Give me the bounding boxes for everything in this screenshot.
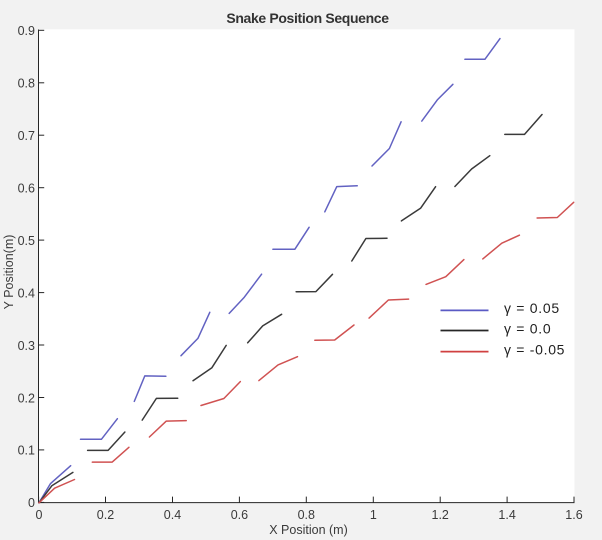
svg-text:γ = 0.0: γ = 0.0 <box>504 321 551 337</box>
svg-text:0.7: 0.7 <box>18 129 35 143</box>
svg-text:γ = -0.05: γ = -0.05 <box>504 342 565 358</box>
svg-text:0: 0 <box>36 508 43 522</box>
svg-text:X Position (m): X Position (m) <box>269 523 348 537</box>
svg-text:Y Position(m): Y Position(m) <box>2 235 16 310</box>
svg-text:0.6: 0.6 <box>18 182 35 196</box>
svg-text:0.9: 0.9 <box>18 24 35 38</box>
svg-text:0.6: 0.6 <box>231 508 248 522</box>
svg-text:γ = 0.05: γ = 0.05 <box>504 300 560 316</box>
svg-text:0.4: 0.4 <box>164 508 181 522</box>
svg-text:0.8: 0.8 <box>298 508 315 522</box>
svg-text:0.2: 0.2 <box>18 391 35 405</box>
svg-text:0.2: 0.2 <box>97 508 114 522</box>
svg-text:0.4: 0.4 <box>18 286 35 300</box>
svg-text:1: 1 <box>370 508 377 522</box>
svg-text:1.2: 1.2 <box>432 508 449 522</box>
svg-text:1.6: 1.6 <box>565 508 582 522</box>
svg-text:0.8: 0.8 <box>18 77 35 91</box>
svg-text:0.3: 0.3 <box>18 339 35 353</box>
svg-text:Snake Position Sequence: Snake Position Sequence <box>226 10 389 26</box>
svg-text:1.4: 1.4 <box>498 508 515 522</box>
svg-text:0: 0 <box>28 496 35 510</box>
svg-text:0.5: 0.5 <box>18 234 35 248</box>
svg-text:0.1: 0.1 <box>18 444 35 458</box>
